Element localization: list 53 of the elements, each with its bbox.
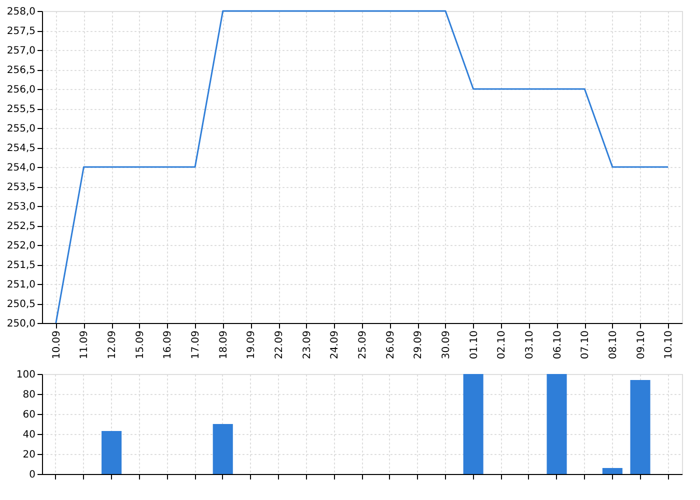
x-tick-label: 08.10 [608,330,619,360]
y-tick-label: 60 [22,410,36,420]
x-tick-label: 07.10 [580,330,592,360]
bar [102,431,122,474]
y-tick-label: 255,0 [6,124,36,134]
x-tick-label: 25.09 [358,330,368,360]
x-tick-label: 22.09 [274,330,286,360]
y-tick-label: 251,0 [6,280,36,290]
x-tick-label: 23.09 [302,330,313,360]
y-tick-label: 20 [22,450,36,460]
y-tick-label: 257,0 [6,46,36,56]
y-tick-label: 40 [22,430,36,440]
x-tick-label: 17.09 [190,330,202,360]
y-tick-label: 258,0 [6,6,36,18]
y-tick-label: 253,0 [6,202,36,212]
y-tick-label: 256,5 [6,65,36,76]
y-tick-label: 251,5 [6,260,36,271]
bar [463,374,484,474]
y-tick-label: 250,0 [6,318,36,330]
y-tick-label: 254,5 [6,143,36,154]
bar [546,374,567,474]
x-tick-label: 29.09 [413,330,424,360]
x-tick-label: 03.10 [524,330,536,360]
x-tick-label: 19.09 [246,330,258,360]
bar [212,424,233,474]
y-tick-label: 253,5 [6,182,36,193]
line-series [55,10,669,324]
x-tick-label: 18.09 [218,330,230,360]
x-tick-label: 15.09 [134,330,146,360]
x-tick-label: 30.09 [440,330,452,360]
x-tick-label: 16.09 [162,330,174,360]
y-tick-label: 256,0 [6,84,36,96]
bar [630,380,650,474]
bar [602,468,622,474]
y-tick-label: 252,5 [6,221,36,232]
y-tick-label: 255,5 [6,104,36,115]
x-tick-label: 12.09 [107,330,118,360]
y-tick-label: 100 [16,370,36,380]
x-tick-label: 10.10 [664,330,675,360]
x-tick-label: 11.09 [79,330,90,360]
y-tick-label: 0 [29,470,36,480]
y-tick-label: 252,0 [6,240,36,252]
y-tick-label: 254,0 [6,162,36,174]
x-tick-label: 09.10 [636,330,647,360]
x-tick-label: 24.09 [330,330,341,360]
x-tick-label: 26.09 [385,330,396,360]
y-tick-label: 257,5 [6,26,36,37]
x-tick-label: 06.10 [552,330,564,360]
y-tick-label: 80 [22,390,36,400]
x-tick-label: 10.09 [51,330,62,360]
x-tick-label: 02.10 [496,330,508,360]
x-tick-label: 01.10 [468,330,480,360]
y-tick-label: 250,5 [6,299,36,310]
